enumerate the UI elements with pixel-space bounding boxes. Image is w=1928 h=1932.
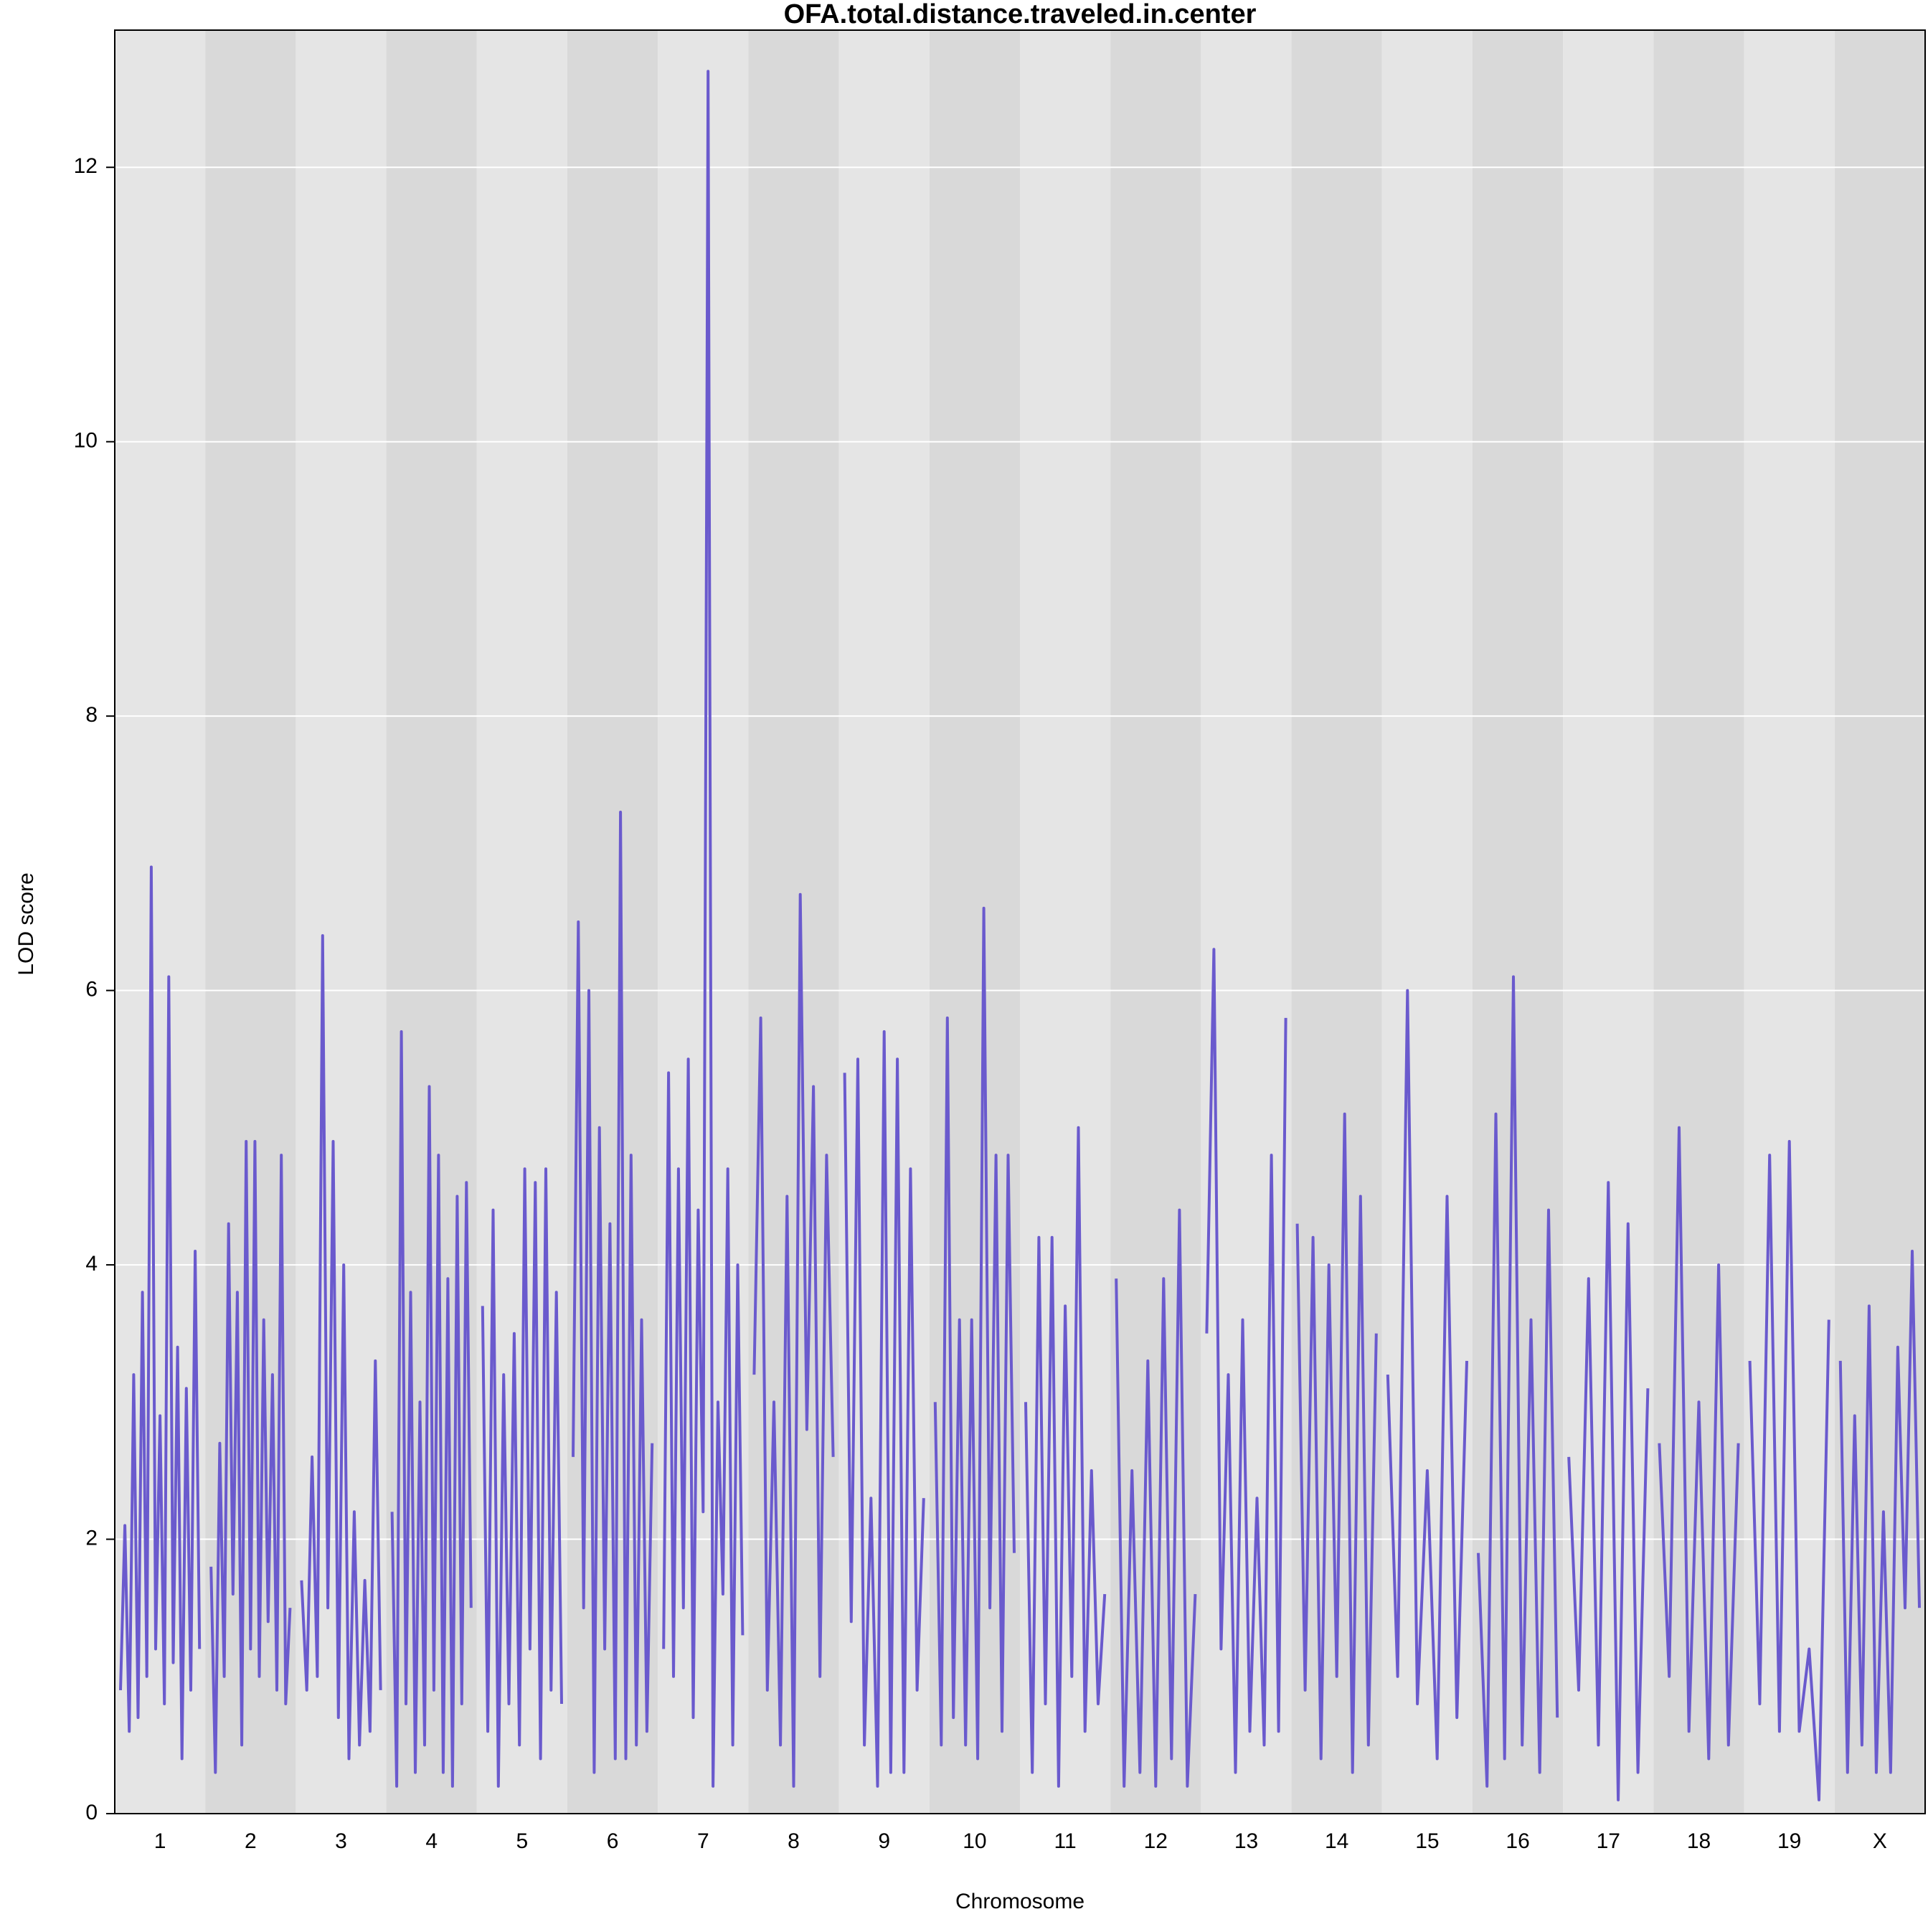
- x-tick-label: 10: [963, 1829, 986, 1853]
- x-tick-label: 2: [245, 1829, 257, 1853]
- x-tick-label: 7: [697, 1829, 709, 1853]
- lod-line: [752, 892, 835, 1788]
- lod-line: [300, 934, 382, 1761]
- lod-line: [843, 1030, 925, 1788]
- x-tick-label: 17: [1597, 1829, 1620, 1853]
- chromosome-band: [1563, 30, 1654, 1814]
- lod-line: [662, 70, 745, 1788]
- x-tick-label: 3: [335, 1829, 347, 1853]
- x-tick-label: 14: [1325, 1829, 1348, 1853]
- x-tick-label: 6: [607, 1829, 619, 1853]
- plot-frame: [114, 29, 1926, 1814]
- y-tick-label: 8: [85, 703, 98, 727]
- lod-line: [1477, 975, 1559, 1788]
- x-axis-label: Chromosome: [955, 1890, 1084, 1913]
- x-tick-label: 1: [154, 1829, 166, 1853]
- x-tick-label: 5: [516, 1829, 529, 1853]
- x-tick-label: 8: [788, 1829, 800, 1853]
- chart-title: OFA.total.distance.traveled.in.center: [784, 0, 1257, 29]
- y-axis-label: LOD score: [14, 872, 38, 975]
- chromosome-band: [1473, 30, 1564, 1814]
- chromosome-band: [115, 30, 206, 1814]
- y-tick-label: 0: [85, 1801, 98, 1824]
- lod-line: [1567, 1181, 1650, 1801]
- lod-curves: [119, 70, 1921, 1801]
- lod-line: [1748, 1140, 1830, 1801]
- x-tick-label: 16: [1506, 1829, 1529, 1853]
- lod-line: [1024, 1126, 1107, 1788]
- lod-line: [1205, 948, 1287, 1774]
- x-tick-label: X: [1873, 1829, 1887, 1853]
- chromosome-band: [1744, 30, 1835, 1814]
- x-tick-label: 11: [1054, 1829, 1077, 1853]
- chromosome-band: [1834, 30, 1925, 1814]
- x-tick-label: 19: [1777, 1829, 1801, 1853]
- lod-line: [1658, 1126, 1740, 1761]
- x-tick-label: 9: [878, 1829, 890, 1853]
- chromosome-band: [748, 30, 839, 1814]
- y-tick-label: 2: [85, 1526, 98, 1550]
- lod-line: [1386, 989, 1468, 1761]
- lod-line: [1115, 1208, 1197, 1788]
- lod-line: [1838, 1250, 1921, 1774]
- chromosome-band: [1020, 30, 1111, 1814]
- lod-line: [209, 1140, 292, 1774]
- chromosome-band: [1381, 30, 1473, 1814]
- y-tick-label: 6: [85, 978, 98, 1002]
- x-tick-label: 4: [425, 1829, 438, 1853]
- chromosome-band: [1291, 30, 1382, 1814]
- lod-line: [481, 1167, 563, 1788]
- chromosome-band: [1653, 30, 1744, 1814]
- chromosome-band: [1110, 30, 1201, 1814]
- x-tick-label: 15: [1415, 1829, 1439, 1853]
- x-tick-label: 13: [1234, 1829, 1258, 1853]
- lod-line: [933, 906, 1016, 1761]
- x-tick-label: 12: [1144, 1829, 1168, 1853]
- lod-line: [572, 811, 654, 1774]
- lod-line: [390, 1030, 473, 1788]
- y-tick-label: 4: [85, 1252, 98, 1276]
- y-tick-label: 12: [74, 154, 98, 178]
- lod-line: [119, 865, 202, 1761]
- x-tick-label: 18: [1687, 1829, 1711, 1853]
- y-tick-label: 10: [74, 429, 98, 453]
- chromosome-bands: [115, 30, 1925, 1814]
- lod-line: [1295, 1112, 1378, 1774]
